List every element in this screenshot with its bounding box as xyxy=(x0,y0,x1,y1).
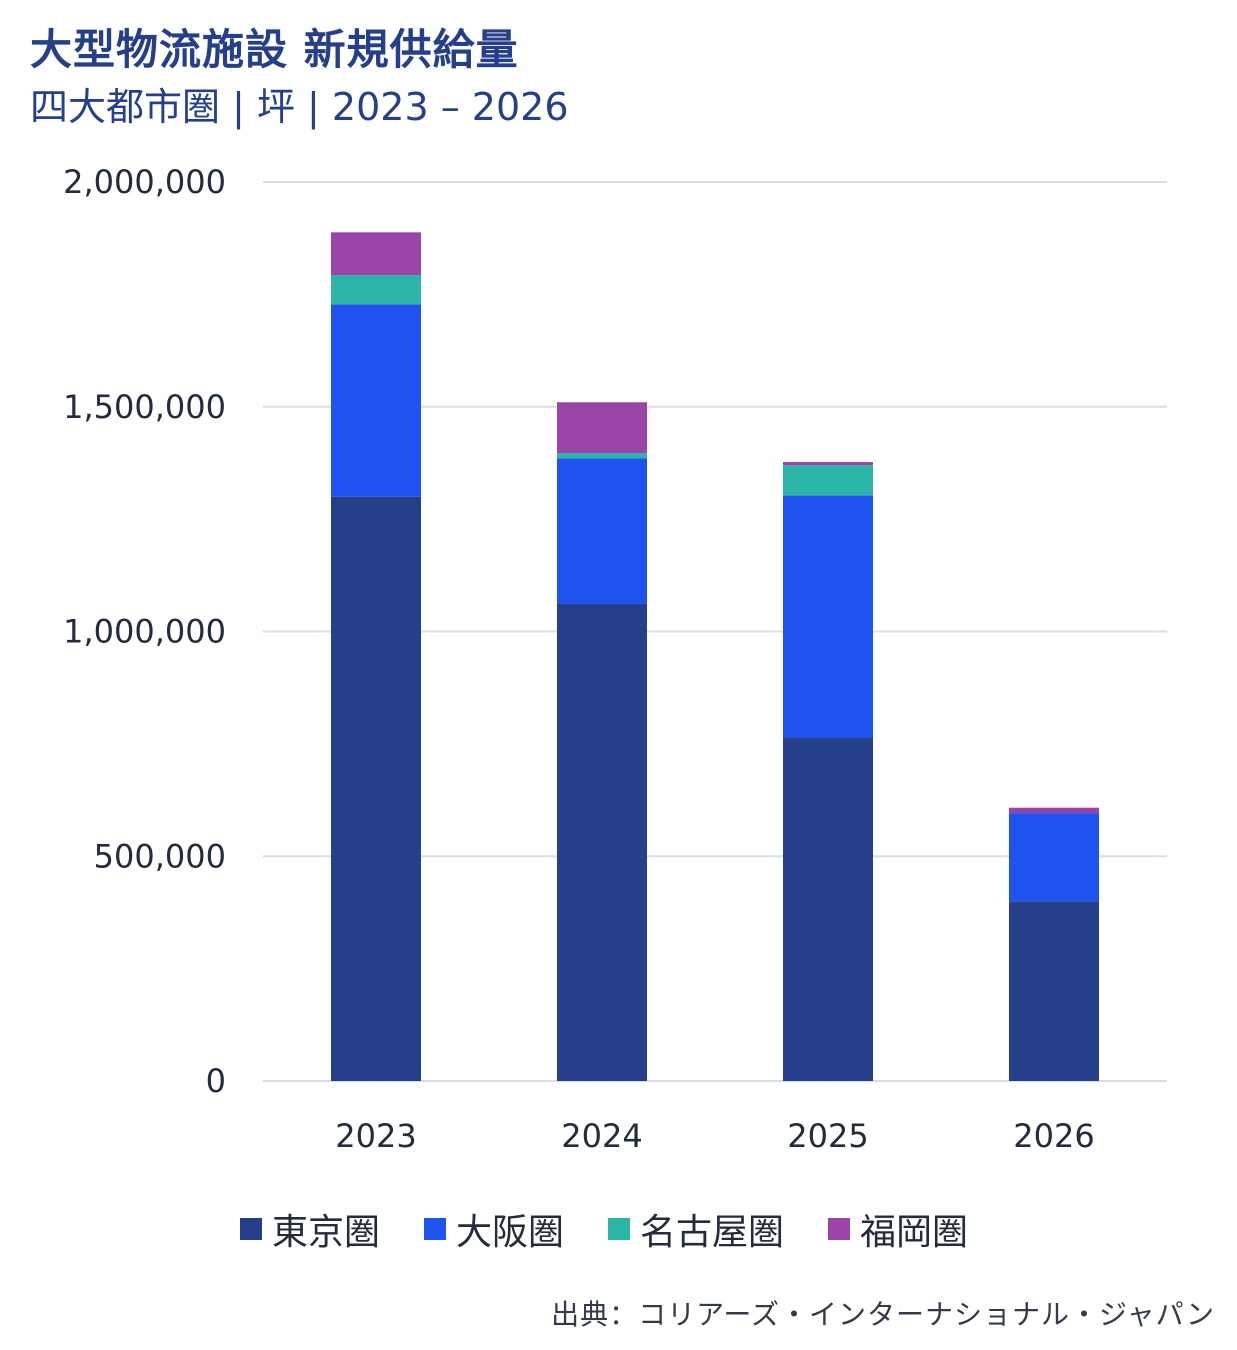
x-tick-label: 2023 xyxy=(335,1117,416,1155)
y-tick-label: 2,000,000 xyxy=(63,163,226,201)
bar-segment-2023-0 xyxy=(331,496,421,1081)
bar-segment-2025-3 xyxy=(783,462,873,466)
bar-segment-2024-1 xyxy=(557,458,647,604)
x-tick-label: 2026 xyxy=(1013,1117,1094,1155)
bar-segment-2026-1 xyxy=(1009,813,1099,902)
legend-item-nagoya: 名古屋圏 xyxy=(608,1203,784,1255)
y-tick-label: 0 xyxy=(206,1062,226,1100)
chart-legend: 東京圏 大阪圏 名古屋圏 福岡圏 xyxy=(240,1203,968,1255)
y-tick-label: 1,000,000 xyxy=(63,613,226,651)
chart-title: 大型物流施設 新規供給量 xyxy=(30,25,519,74)
legend-swatch-tokyo xyxy=(240,1218,262,1240)
bar-segment-2023-2 xyxy=(331,275,421,305)
bar-segment-2024-3 xyxy=(557,402,647,454)
legend-label-nagoya: 名古屋圏 xyxy=(640,1212,785,1253)
y-tick-label: 1,500,000 xyxy=(63,388,226,426)
bar-segment-2026-0 xyxy=(1009,901,1099,1081)
stacked-bar-chart: 0 500,000 1,000,000 1,500,000 2,000,000 2023 2… xyxy=(63,163,1167,1155)
legend-item-tokyo: 東京圏 xyxy=(240,1203,380,1255)
bar-segment-2025-1 xyxy=(783,495,873,739)
bar-segment-2023-3 xyxy=(331,232,421,276)
legend-swatch-nagoya xyxy=(608,1218,631,1240)
legend-item-fukuoka: 福岡圏 xyxy=(828,1203,968,1255)
bar-segment-2026-3 xyxy=(1009,807,1099,814)
legend-swatch-osaka xyxy=(424,1218,447,1240)
source-note: 出典：コリアーズ・インターナショナル・ジャパン xyxy=(551,1298,1215,1331)
bar-segment-2025-0 xyxy=(783,738,873,1081)
x-tick-label: 2025 xyxy=(787,1117,868,1155)
legend-label-osaka: 大阪圏 xyxy=(456,1212,565,1253)
bar-segment-2024-2 xyxy=(557,453,647,459)
legend-label-tokyo: 東京圏 xyxy=(272,1212,381,1253)
chart-subtitle: 四大都市圏 | 坪 | 2023 – 2026 xyxy=(30,85,569,129)
legend-item-osaka: 大阪圏 xyxy=(424,1203,564,1255)
bar-segment-2024-0 xyxy=(557,603,647,1081)
bar-segment-2023-1 xyxy=(331,304,421,497)
legend-swatch-fukuoka xyxy=(828,1218,851,1240)
y-tick-label: 500,000 xyxy=(94,837,226,875)
bar-segment-2025-2 xyxy=(783,465,873,496)
x-tick-label: 2024 xyxy=(561,1117,642,1155)
legend-label-fukuoka: 福岡圏 xyxy=(860,1212,969,1253)
